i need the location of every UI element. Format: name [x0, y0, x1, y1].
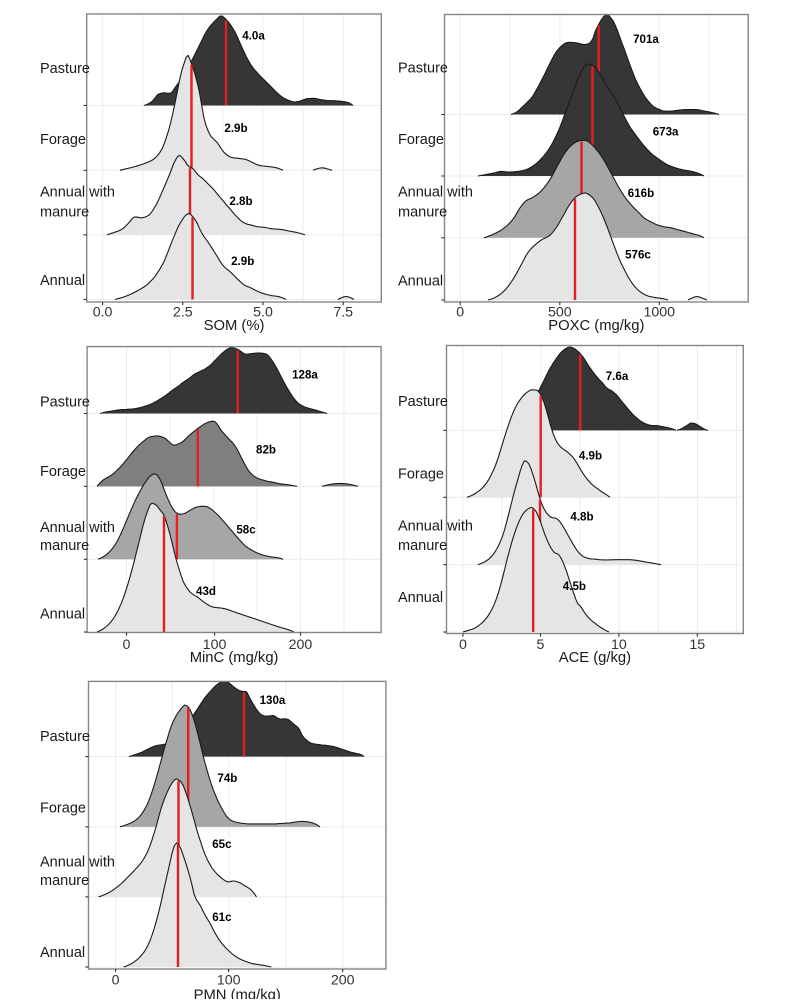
svg-text:4.5b: 4.5b: [563, 580, 586, 593]
svg-text:Annual: Annual: [40, 945, 85, 961]
svg-text:0: 0: [112, 973, 120, 989]
svg-text:74b: 74b: [217, 772, 237, 785]
svg-text:ACE (g/kg): ACE (g/kg): [559, 650, 631, 666]
svg-text:Forage: Forage: [40, 800, 86, 816]
svg-text:Annual: Annual: [398, 273, 443, 289]
svg-text:616b: 616b: [628, 187, 654, 200]
svg-text:200: 200: [289, 637, 313, 653]
svg-text:Forage: Forage: [40, 464, 86, 480]
svg-text:58c: 58c: [236, 524, 256, 537]
svg-text:Annual with: Annual with: [40, 520, 115, 536]
svg-text:Annual: Annual: [398, 590, 443, 606]
svg-text:Pasture: Pasture: [40, 729, 90, 745]
svg-text:Annual with: Annual with: [40, 855, 115, 871]
svg-text:Forage: Forage: [40, 132, 86, 148]
svg-text:500: 500: [548, 305, 572, 321]
svg-text:Annual: Annual: [40, 607, 85, 623]
svg-text:Pasture: Pasture: [40, 395, 90, 411]
svg-text:100: 100: [203, 637, 227, 653]
svg-text:Pasture: Pasture: [40, 61, 90, 77]
svg-text:Annual with: Annual with: [398, 184, 473, 200]
svg-text:Forage: Forage: [398, 467, 444, 483]
svg-text:0: 0: [123, 637, 131, 653]
svg-text:manure: manure: [398, 538, 447, 554]
svg-text:200: 200: [331, 973, 355, 989]
svg-text:5.0: 5.0: [253, 305, 273, 321]
svg-text:2.5: 2.5: [173, 305, 193, 321]
svg-text:82b: 82b: [256, 444, 276, 457]
svg-text:POXC (mg/kg): POXC (mg/kg): [548, 318, 644, 334]
svg-text:MinC (mg/kg): MinC (mg/kg): [190, 650, 279, 666]
svg-text:4.9b: 4.9b: [579, 449, 602, 462]
svg-text:2.9b: 2.9b: [224, 122, 247, 135]
svg-text:128a: 128a: [292, 369, 318, 382]
svg-text:Annual with: Annual with: [398, 518, 473, 534]
svg-text:4.8b: 4.8b: [570, 511, 593, 524]
svg-text:2.9b: 2.9b: [231, 255, 254, 268]
svg-text:5: 5: [537, 637, 545, 653]
svg-text:2.8b: 2.8b: [229, 195, 252, 208]
svg-text:7.6a: 7.6a: [606, 370, 629, 383]
svg-text:0.0: 0.0: [93, 305, 113, 321]
svg-text:0: 0: [456, 305, 464, 321]
svg-text:7.5: 7.5: [333, 305, 353, 321]
svg-text:61c: 61c: [212, 911, 232, 924]
svg-text:576c: 576c: [625, 249, 651, 262]
svg-text:43d: 43d: [196, 585, 216, 598]
svg-text:Pasture: Pasture: [398, 394, 448, 410]
svg-text:Annual: Annual: [40, 273, 85, 289]
svg-text:701a: 701a: [633, 33, 659, 46]
svg-text:manure: manure: [40, 873, 89, 889]
svg-text:PMN (mg/kg): PMN (mg/kg): [194, 988, 281, 1000]
svg-text:manure: manure: [40, 538, 89, 554]
svg-text:4.0a: 4.0a: [242, 30, 265, 43]
svg-text:100: 100: [217, 973, 241, 989]
svg-text:65c: 65c: [212, 838, 232, 851]
svg-text:130a: 130a: [260, 694, 286, 707]
svg-text:SOM (%): SOM (%): [204, 318, 265, 334]
svg-text:0: 0: [459, 637, 467, 653]
svg-text:10: 10: [611, 637, 627, 653]
svg-text:manure: manure: [40, 204, 89, 220]
svg-text:Forage: Forage: [398, 132, 444, 148]
svg-text:Pasture: Pasture: [398, 60, 448, 76]
svg-text:1000: 1000: [644, 305, 676, 321]
svg-text:673a: 673a: [653, 126, 679, 139]
svg-text:15: 15: [689, 637, 705, 653]
svg-text:manure: manure: [398, 204, 447, 220]
svg-text:Annual with: Annual with: [40, 184, 115, 200]
